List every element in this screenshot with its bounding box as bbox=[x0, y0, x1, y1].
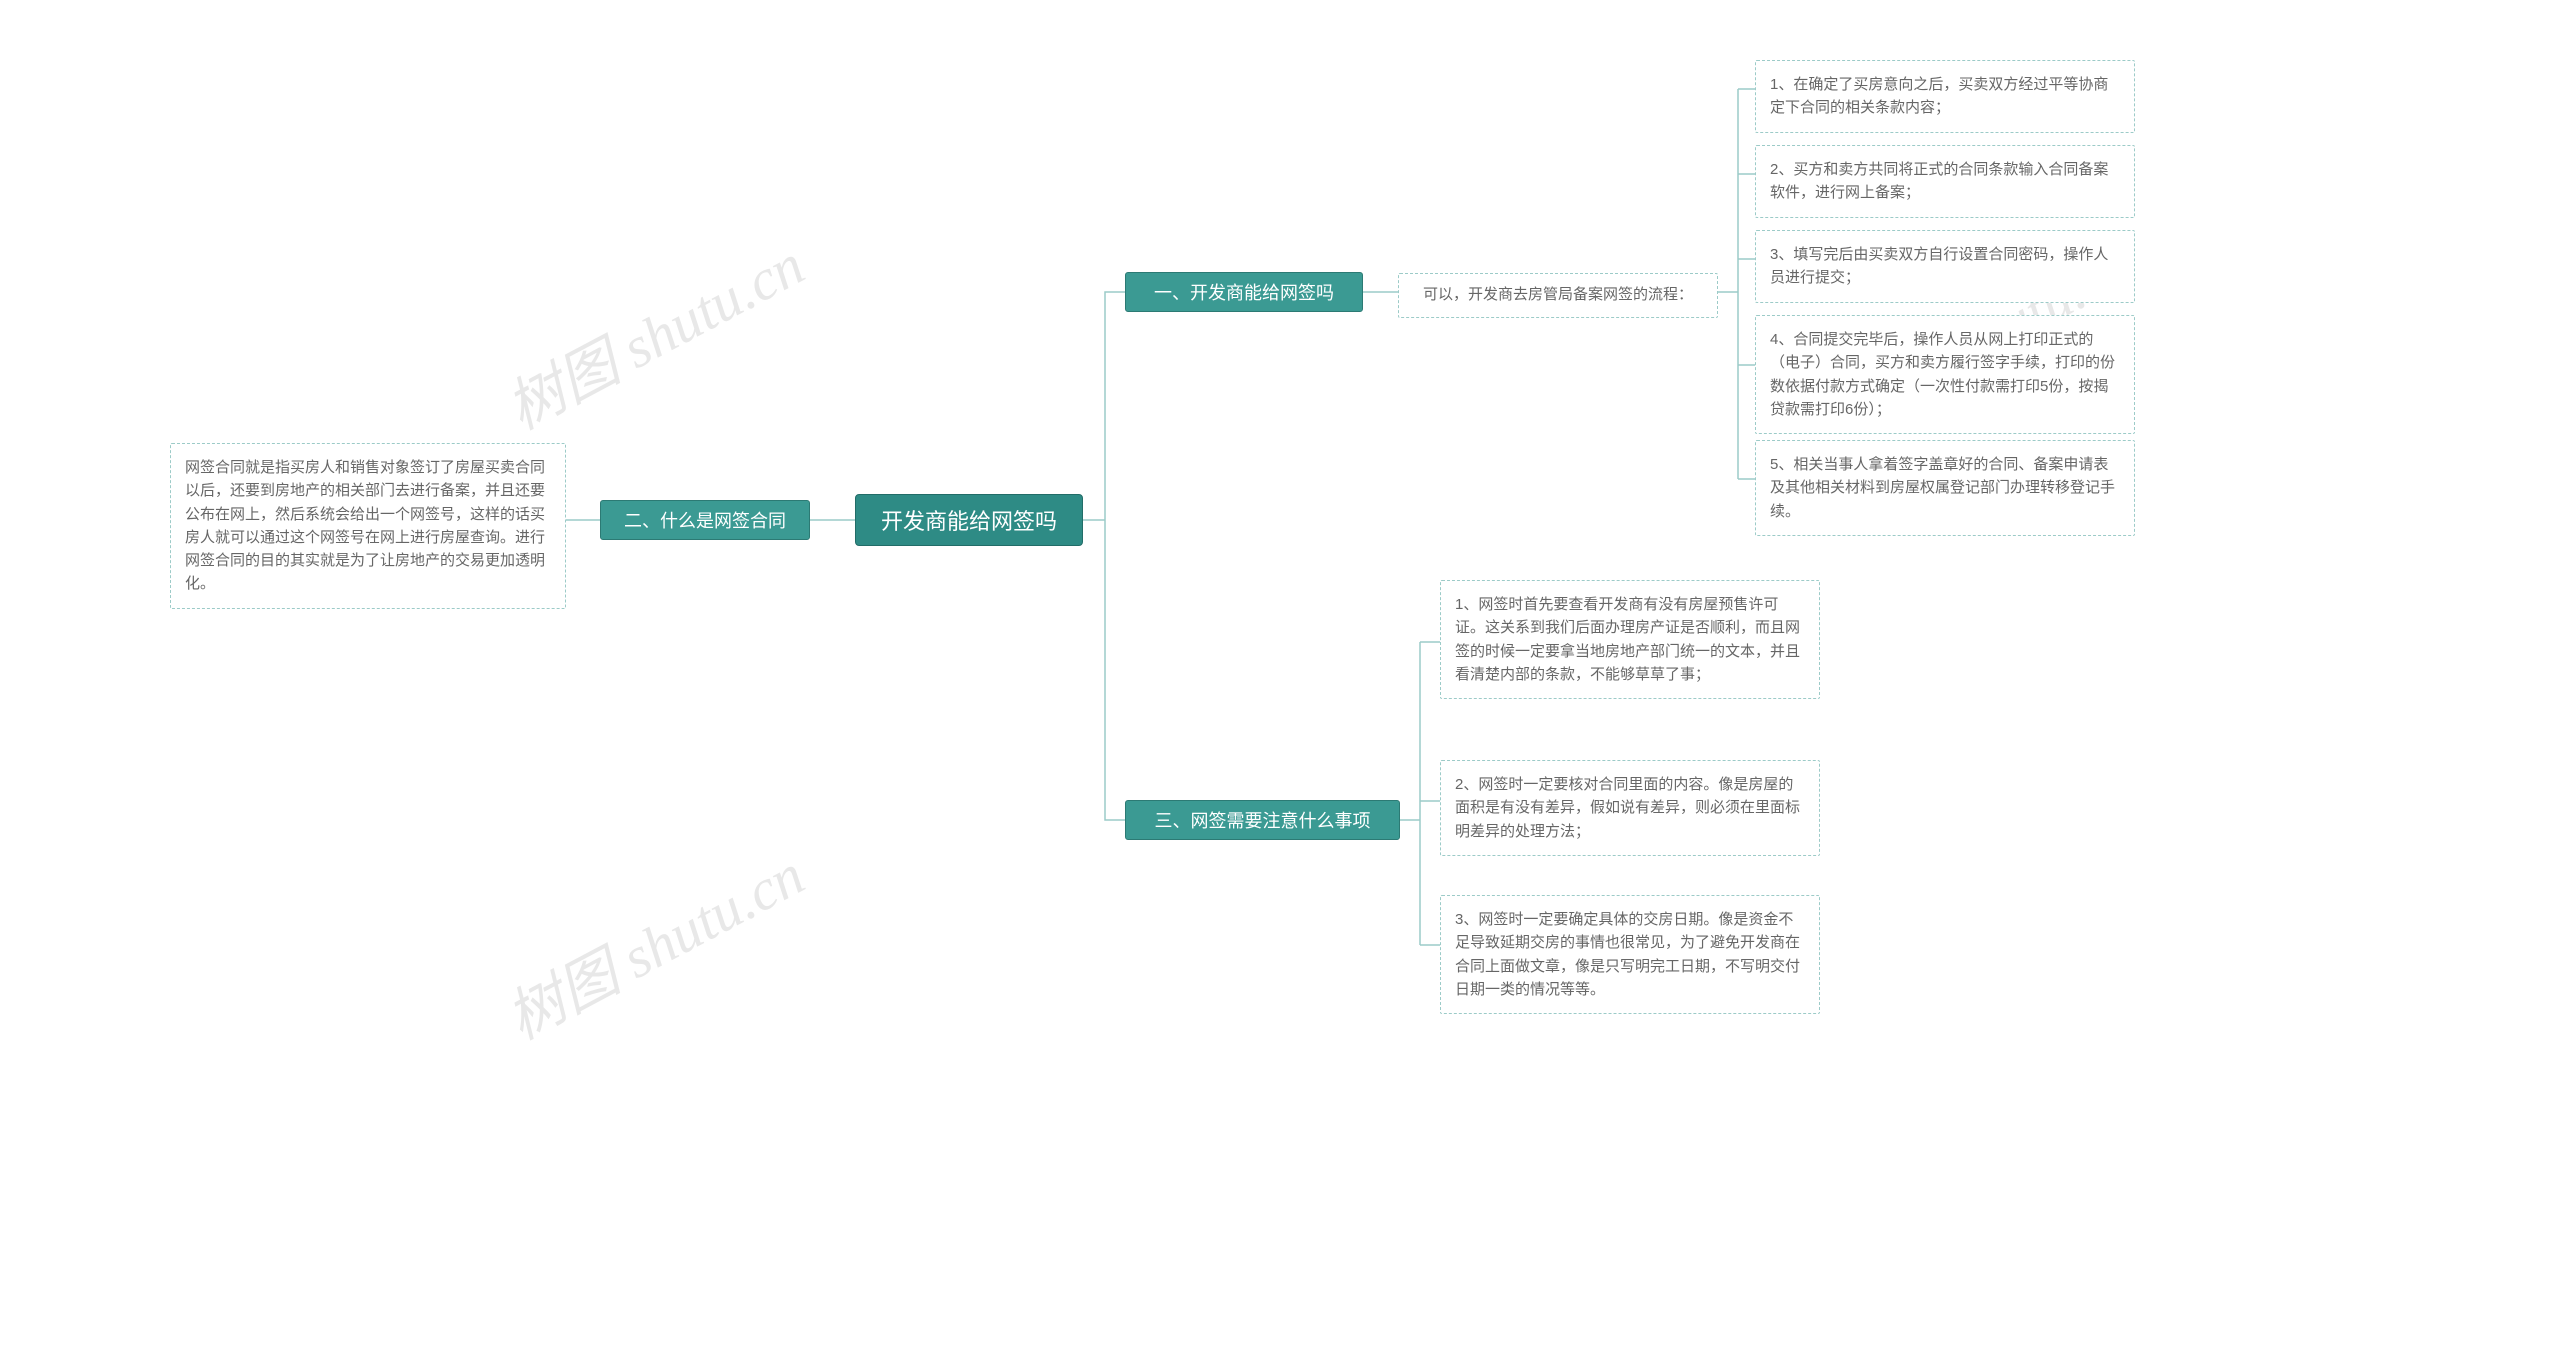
branch2-leaf-text: 网签合同就是指买房人和销售对象签订了房屋买卖合同以后，还要到房地产的相关部门去进… bbox=[185, 456, 551, 596]
watermark: 树图 shutu.cn bbox=[489, 219, 816, 446]
branch1-leaf-3: 3、填写完后由买卖双方自行设置合同密码，操作人员进行提交； bbox=[1755, 230, 2135, 303]
root-label: 开发商能给网签吗 bbox=[881, 504, 1057, 536]
branch1-sub-text: 可以，开发商去房管局备案网签的流程： bbox=[1423, 284, 1693, 307]
watermark: 树图 shutu.cn bbox=[489, 829, 816, 1056]
branch-what-is-wangqian[interactable]: 二、什么是网签合同 bbox=[600, 500, 810, 540]
branch1-leaf-5-text: 5、相关当事人拿着签字盖章好的合同、备案申请表及其他相关材料到房屋权属登记部门办… bbox=[1770, 453, 2120, 523]
branch3-leaf-3: 3、网签时一定要确定具体的交房日期。像是资金不足导致延期交房的事情也很常见，为了… bbox=[1440, 895, 1820, 1014]
branch1-leaf-1: 1、在确定了买房意向之后，买卖双方经过平等协商定下合同的相关条款内容； bbox=[1755, 60, 2135, 133]
branch3-leaf-3-text: 3、网签时一定要确定具体的交房日期。像是资金不足导致延期交房的事情也很常见，为了… bbox=[1455, 908, 1805, 1001]
branch1-leaf-2-text: 2、买方和卖方共同将正式的合同条款输入合同备案软件，进行网上备案； bbox=[1770, 158, 2120, 205]
branch3-leaf-1: 1、网签时首先要查看开发商有没有房屋预售许可证。这关系到我们后面办理房产证是否顺… bbox=[1440, 580, 1820, 699]
branch3-leaf-2: 2、网签时一定要核对合同里面的内容。像是房屋的面积是有没有差异，假如说有差异，则… bbox=[1440, 760, 1820, 856]
connector-lines bbox=[0, 0, 2560, 1345]
branch1-leaf-1-text: 1、在确定了买房意向之后，买卖双方经过平等协商定下合同的相关条款内容； bbox=[1770, 73, 2120, 120]
leaf-what-is-wangqian-desc: 网签合同就是指买房人和销售对象签订了房屋买卖合同以后，还要到房地产的相关部门去进… bbox=[170, 443, 566, 609]
branch-can-developer-wangqian[interactable]: 一、开发商能给网签吗 bbox=[1125, 272, 1363, 312]
branch1-label: 一、开发商能给网签吗 bbox=[1154, 279, 1334, 305]
branch2-label: 二、什么是网签合同 bbox=[624, 507, 786, 533]
branch3-leaf-2-text: 2、网签时一定要核对合同里面的内容。像是房屋的面积是有没有差异，假如说有差异，则… bbox=[1455, 773, 1805, 843]
branch3-label: 三、网签需要注意什么事项 bbox=[1155, 807, 1371, 833]
branch1-leaf-4: 4、合同提交完毕后，操作人员从网上打印正式的（电子）合同，买方和卖方履行签字手续… bbox=[1755, 315, 2135, 434]
branch1-sub-node: 可以，开发商去房管局备案网签的流程： bbox=[1398, 273, 1718, 318]
root-node[interactable]: 开发商能给网签吗 bbox=[855, 494, 1083, 546]
branch1-leaf-3-text: 3、填写完后由买卖双方自行设置合同密码，操作人员进行提交； bbox=[1770, 243, 2120, 290]
branch1-leaf-5: 5、相关当事人拿着签字盖章好的合同、备案申请表及其他相关材料到房屋权属登记部门办… bbox=[1755, 440, 2135, 536]
branch3-leaf-1-text: 1、网签时首先要查看开发商有没有房屋预售许可证。这关系到我们后面办理房产证是否顺… bbox=[1455, 593, 1805, 686]
branch1-leaf-2: 2、买方和卖方共同将正式的合同条款输入合同备案软件，进行网上备案； bbox=[1755, 145, 2135, 218]
branch1-leaf-4-text: 4、合同提交完毕后，操作人员从网上打印正式的（电子）合同，买方和卖方履行签字手续… bbox=[1770, 328, 2120, 421]
branch-wangqian-notes[interactable]: 三、网签需要注意什么事项 bbox=[1125, 800, 1400, 840]
